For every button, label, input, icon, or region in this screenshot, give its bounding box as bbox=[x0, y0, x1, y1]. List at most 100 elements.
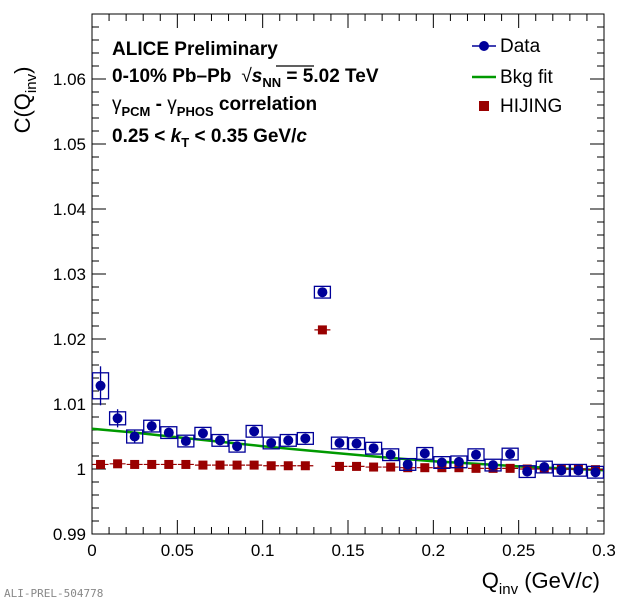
x-tick-label: 0 bbox=[87, 541, 96, 560]
hijing-point bbox=[300, 461, 310, 471]
data-sys-box bbox=[586, 465, 605, 479]
x-axis-title: Qinv (GeV/c) bbox=[482, 568, 600, 598]
legend-label-data: Data bbox=[500, 36, 541, 57]
data-sys-box bbox=[382, 448, 400, 462]
y-axis-tick-labels: 0.99 1 1.01 1.02 1.03 1.04 1.05 1.06 bbox=[53, 70, 86, 544]
hijing-point bbox=[215, 460, 225, 470]
data-sys-box bbox=[501, 447, 519, 461]
legend-label-bkg-fit: Bkg fit bbox=[500, 67, 554, 88]
data-point bbox=[249, 426, 260, 437]
data-point bbox=[368, 443, 379, 454]
data-sys-box bbox=[569, 463, 588, 477]
data-sys-box bbox=[364, 441, 383, 455]
data-sys-box bbox=[552, 463, 570, 477]
data-point bbox=[556, 465, 567, 476]
data-point bbox=[351, 438, 362, 449]
data-point bbox=[197, 428, 208, 439]
data-sys-box bbox=[416, 446, 434, 460]
hijing-point bbox=[505, 463, 515, 473]
data-point bbox=[163, 427, 174, 438]
data-point bbox=[95, 380, 106, 391]
data-sys-box bbox=[279, 433, 297, 447]
data-point bbox=[146, 421, 157, 432]
hijing-point bbox=[283, 461, 293, 471]
y-tick-label: 1.02 bbox=[53, 330, 86, 349]
data-point bbox=[266, 438, 277, 448]
data-sys-box bbox=[194, 426, 212, 440]
x-tick-label: 0.2 bbox=[422, 541, 446, 560]
legend-label-hijing: HIJING bbox=[500, 96, 562, 117]
data-sys-box bbox=[296, 431, 314, 445]
hijing-point bbox=[164, 459, 174, 469]
hijing-point bbox=[113, 459, 123, 469]
data-point bbox=[402, 459, 413, 470]
data-sys-box bbox=[518, 465, 536, 479]
data-point bbox=[300, 433, 311, 444]
data-point bbox=[539, 462, 550, 473]
data-point bbox=[385, 449, 396, 460]
legend-entry-bkg-fit: Bkg fit bbox=[472, 67, 554, 88]
x-axis-tick-labels: 0 0.05 0.1 0.15 0.2 0.25 0.3 bbox=[87, 541, 616, 560]
legend-entry-data: Data bbox=[472, 36, 541, 57]
y-tick-label: 1.01 bbox=[53, 395, 86, 414]
data-point bbox=[334, 438, 345, 448]
data-point bbox=[590, 467, 601, 478]
x-tick-label: 0.1 bbox=[251, 541, 275, 560]
hijing-point bbox=[198, 460, 208, 470]
annotation-block: ALICE Preliminary 0-10% Pb–Pb √sNN = 5.02… bbox=[112, 39, 379, 150]
hijing-point bbox=[249, 460, 259, 470]
annotation-line-2: 0-10% Pb–Pb √sNN = 5.02 TeV bbox=[112, 66, 379, 90]
y-tick-label: 1.04 bbox=[53, 200, 86, 219]
data-point bbox=[419, 448, 430, 459]
legend: Data Bkg fit HIJING bbox=[472, 36, 562, 117]
data-point bbox=[505, 449, 516, 460]
hijing-point bbox=[420, 463, 430, 473]
data-sys-box bbox=[262, 436, 280, 450]
x-axis-ticks bbox=[91, 14, 605, 534]
y-tick-label: 1.06 bbox=[53, 70, 86, 89]
data-sys-box bbox=[160, 426, 178, 440]
hijing-point bbox=[181, 459, 191, 469]
hijing-point bbox=[96, 459, 106, 469]
data-sys-box bbox=[433, 455, 451, 469]
x-tick-label: 0.05 bbox=[161, 541, 194, 560]
y-axis-title: C(Qinv) bbox=[10, 67, 40, 134]
hijing-point bbox=[130, 459, 140, 469]
hijing-point bbox=[386, 462, 396, 472]
data-sys-box bbox=[535, 460, 553, 474]
annotation-line-4: 0.25 < kT < 0.35 GeV/c bbox=[112, 126, 307, 150]
data-point bbox=[522, 466, 533, 477]
data-sys-box bbox=[484, 458, 502, 472]
hijing-series bbox=[92, 325, 604, 475]
data-sys-box bbox=[467, 448, 485, 462]
data-sys-box bbox=[347, 437, 366, 451]
y-axis-ticks bbox=[92, 13, 604, 535]
hijing-point bbox=[147, 459, 157, 469]
plot-frame bbox=[91, 13, 605, 535]
data-point bbox=[471, 449, 481, 460]
x-tick-label: 0.25 bbox=[502, 541, 535, 560]
data-sys-box bbox=[177, 434, 195, 448]
data-point bbox=[436, 457, 447, 468]
hijing-point bbox=[471, 463, 481, 473]
x-tick-label: 0.15 bbox=[331, 541, 364, 560]
data-sys-box bbox=[313, 285, 332, 299]
footer-label: ALI-PREL-504778 bbox=[4, 587, 103, 600]
hijing-point bbox=[317, 325, 327, 335]
data-point bbox=[112, 413, 123, 424]
annotation-line-3: γPCM - γPHOS correlation bbox=[112, 94, 317, 119]
legend-data-marker bbox=[479, 41, 489, 51]
hijing-point bbox=[266, 461, 276, 471]
x-tick-label: 0.3 bbox=[592, 541, 616, 560]
data-point bbox=[488, 460, 499, 471]
data-sys-box bbox=[228, 439, 246, 453]
hijing-point bbox=[232, 460, 242, 470]
hijing-point bbox=[369, 462, 379, 472]
y-tick-label: 1.03 bbox=[53, 265, 86, 284]
data-point bbox=[232, 441, 243, 452]
legend-hijing-marker bbox=[479, 101, 489, 111]
hijing-point bbox=[352, 461, 362, 471]
data-point bbox=[317, 287, 328, 298]
y-tick-label: 1.05 bbox=[53, 135, 86, 154]
